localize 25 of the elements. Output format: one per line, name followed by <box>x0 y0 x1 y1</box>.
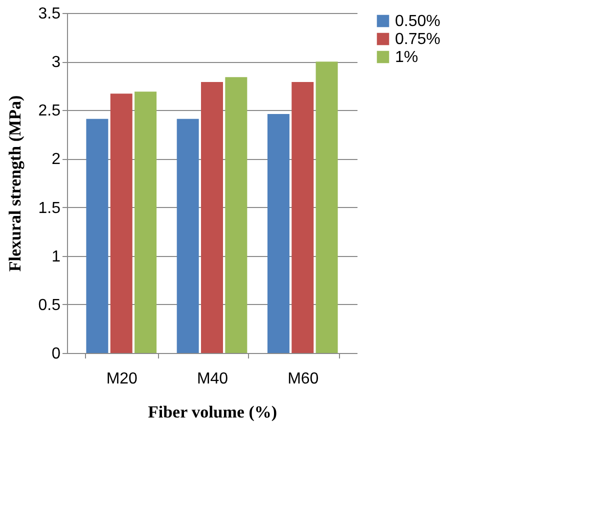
bar <box>267 114 290 353</box>
y-tick-label: 3 <box>52 54 61 72</box>
y-tick-label: 3.5 <box>38 6 61 22</box>
bar <box>134 92 157 353</box>
bar <box>176 118 199 353</box>
y-tick-label: 2.5 <box>38 102 61 120</box>
legend-label: 0.50% <box>395 13 440 30</box>
y-tick-label: 0 <box>52 346 61 362</box>
x-tick-label: M60 <box>288 370 319 388</box>
x-tick-label: M20 <box>106 370 138 388</box>
y-tick-label: 2 <box>52 151 61 168</box>
bar <box>225 77 248 353</box>
y-tick-label: 1.5 <box>38 200 61 217</box>
x-axis-title: Fiber volume (%) <box>148 402 278 422</box>
y-tick-label: 0.5 <box>38 296 61 314</box>
legend-label: 0.75% <box>395 31 440 48</box>
x-tick-label: M40 <box>196 370 228 388</box>
y-axis-title: Flexural strength (MPa) <box>5 95 24 272</box>
legend-label: 1% <box>395 49 418 66</box>
bar <box>86 118 108 353</box>
bar <box>110 94 132 353</box>
bar <box>316 62 338 353</box>
bar <box>292 82 314 353</box>
bar <box>201 82 223 353</box>
y-tick-label: 1 <box>52 248 61 266</box>
